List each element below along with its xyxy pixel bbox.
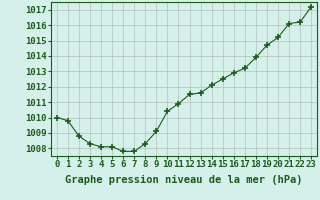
X-axis label: Graphe pression niveau de la mer (hPa): Graphe pression niveau de la mer (hPa) (65, 175, 303, 185)
